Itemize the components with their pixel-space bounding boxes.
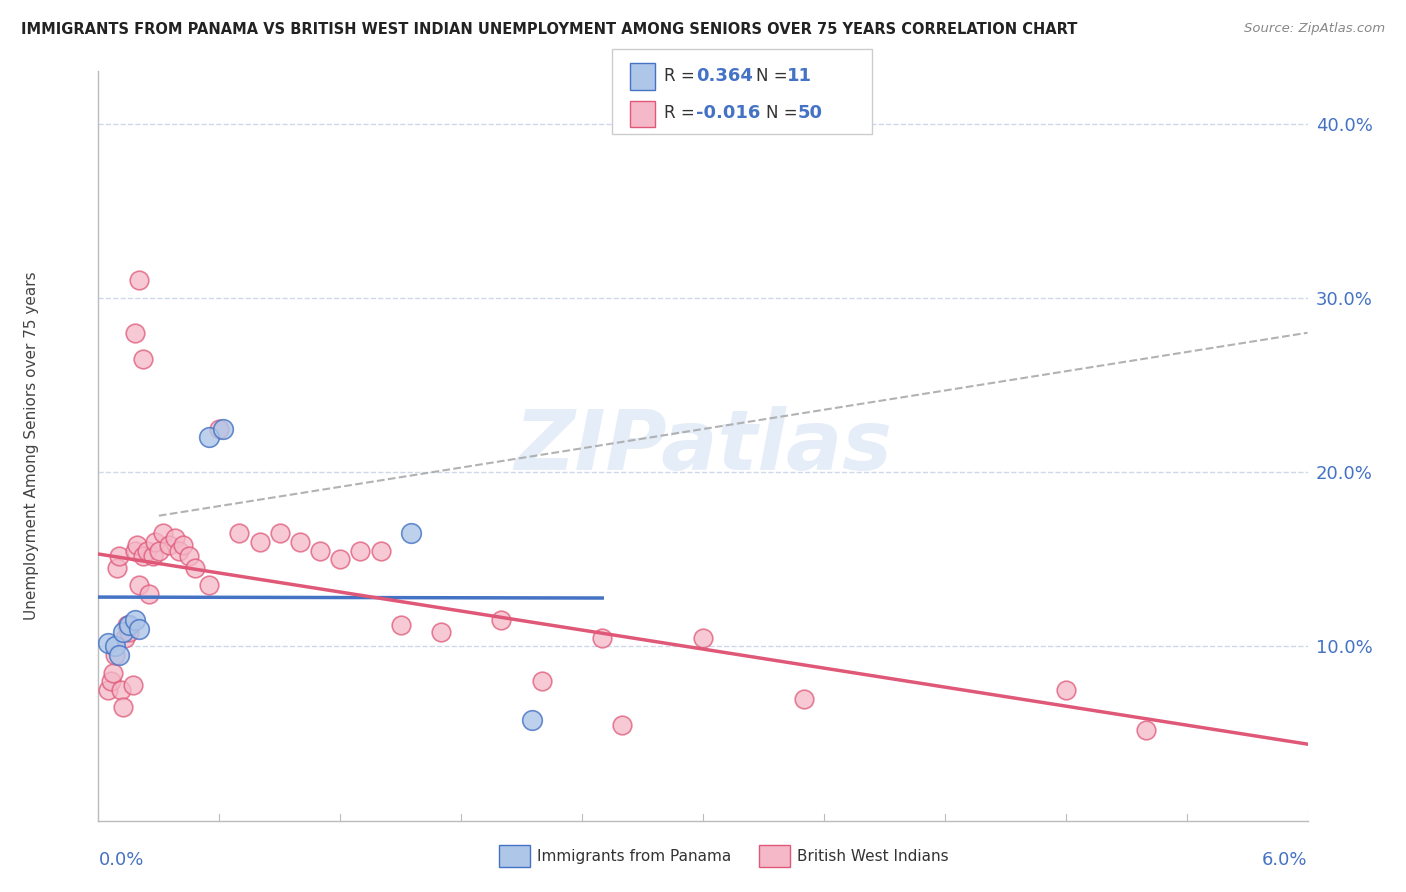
Point [125,538,148,552]
Point [107,648,129,662]
Text: IMMIGRANTS FROM PANAMA VS BRITISH WEST INDIAN UNEMPLOYMENT AMONG SENIORS OVER 75: IMMIGRANTS FROM PANAMA VS BRITISH WEST I… [21,22,1077,37]
Point [107,549,129,563]
Point [612,718,634,732]
Point [128,273,150,287]
Point [118,618,141,632]
Text: R =: R = [664,67,700,85]
Text: N =: N = [766,104,803,122]
Point [167,543,190,558]
Point [128,622,150,636]
Point [101,665,124,680]
Point [172,538,194,552]
Text: 50: 50 [797,104,823,122]
Point [430,625,453,640]
Point [111,700,134,714]
Text: British West Indians: British West Indians [797,849,949,863]
Point [118,625,141,640]
Point [591,631,613,645]
Point [212,421,235,435]
Point [157,538,180,552]
Point [520,713,543,727]
Point [100,674,122,689]
Point [692,631,714,645]
Point [1054,682,1077,697]
Point [184,561,207,575]
Point [115,618,138,632]
Point [208,421,231,435]
Text: 0.364: 0.364 [696,67,752,85]
Point [329,552,352,566]
Point [124,326,146,340]
Point [163,532,186,546]
Point [121,678,143,692]
Point [389,618,412,632]
Text: N =: N = [756,67,793,85]
Point [135,543,157,558]
Point [152,526,174,541]
Point [114,631,136,645]
Point [142,549,165,563]
Point [370,543,392,558]
Point [399,526,422,541]
Text: -0.016: -0.016 [696,104,761,122]
Point [124,543,146,558]
Point [103,640,125,654]
Point [793,691,815,706]
Point [228,526,250,541]
Point [143,534,166,549]
Point [179,549,201,563]
Point [198,578,221,592]
Point [124,613,146,627]
Point [138,587,160,601]
Point [1135,723,1157,737]
Point [128,578,150,592]
Text: Unemployment Among Seniors over 75 years: Unemployment Among Seniors over 75 years [24,272,39,620]
Point [148,543,170,558]
Point [111,625,134,640]
Point [249,534,271,549]
Text: 0.0%: 0.0% [98,851,143,869]
Point [132,351,155,366]
Point [97,636,120,650]
Point [198,430,221,444]
Text: 11: 11 [787,67,813,85]
Text: ZIPatlas: ZIPatlas [515,406,891,486]
Point [110,682,132,697]
Point [269,526,291,541]
Point [132,549,155,563]
Point [349,543,371,558]
Text: Source: ZipAtlas.com: Source: ZipAtlas.com [1244,22,1385,36]
Point [491,613,513,627]
Point [288,534,311,549]
Text: R =: R = [664,104,700,122]
Point [105,561,128,575]
Text: Immigrants from Panama: Immigrants from Panama [537,849,731,863]
Text: 6.0%: 6.0% [1263,851,1308,869]
Point [309,543,332,558]
Point [530,674,553,689]
Point [97,682,120,697]
Point [103,648,125,662]
